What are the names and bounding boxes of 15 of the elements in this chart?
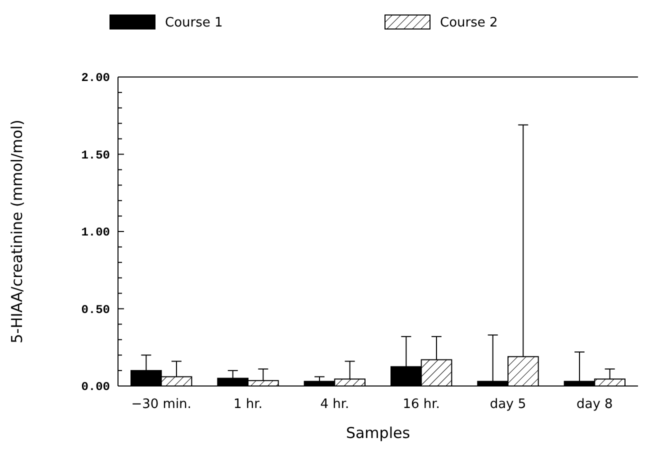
legend-label: Course 1 (165, 16, 223, 31)
y-tick-label: 2.00 (81, 71, 110, 86)
y-tick-label: 0.50 (81, 302, 110, 317)
x-tick-label: day 8 (576, 397, 613, 412)
x-tick-label: 4 hr. (320, 397, 350, 412)
y-axis-title: 5-HIAA/creatinine (mmol/mol) (8, 120, 26, 344)
legend-label: Course 2 (440, 16, 498, 31)
x-axis-title: Samples (346, 424, 410, 442)
y-tick-label: 0.00 (81, 380, 110, 394)
y-tick-label: 1.00 (81, 226, 110, 240)
x-tick-label: −30 min. (131, 397, 192, 412)
x-tick-label: day 5 (490, 397, 526, 412)
x-tick-label: 16 hr. (402, 397, 440, 412)
x-tick-label: 1 hr. (234, 397, 262, 412)
y-tick-label: 1.50 (81, 148, 110, 162)
